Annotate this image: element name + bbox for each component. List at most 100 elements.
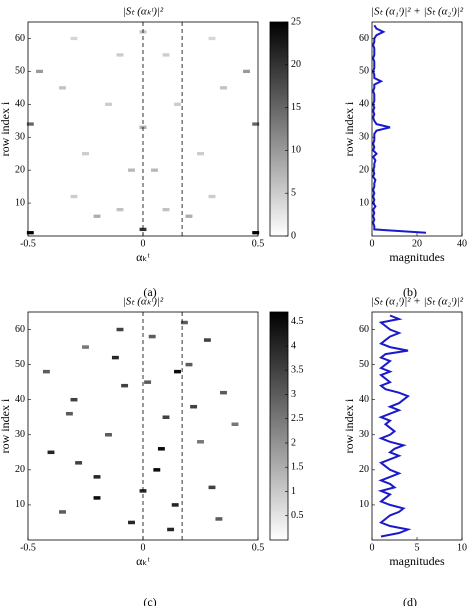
y-tick-label: 40 xyxy=(359,394,369,405)
y-tick-label: 20 xyxy=(359,464,369,475)
y-tick-label: 30 xyxy=(15,429,25,440)
y-tick-label: 30 xyxy=(359,132,369,143)
chart-title: |Sₜ (αₖᵗ)|² xyxy=(123,6,164,18)
y-axis-label: row index i xyxy=(0,398,12,453)
y-axis-label: row index i xyxy=(0,101,12,156)
colorbar-tick-label: 1 xyxy=(291,486,296,497)
y-tick-label: 30 xyxy=(15,132,25,143)
colorbar-tick-label: 2.5 xyxy=(291,413,304,424)
x-axis-label: αₖᵗ xyxy=(136,554,150,568)
heat-cell xyxy=(128,168,135,172)
heat-cell xyxy=(190,404,198,409)
heat-cell xyxy=(59,510,66,514)
heat-cell xyxy=(162,53,170,57)
x-axis-label: magnitudes xyxy=(389,554,445,568)
line xyxy=(377,314,412,538)
y-tick-label: 10 xyxy=(15,197,25,208)
y-tick-label: 20 xyxy=(359,164,369,175)
y-tick-label: 30 xyxy=(359,429,369,440)
heat-cell xyxy=(151,168,158,172)
caption: (b) xyxy=(403,285,417,299)
heat-cell xyxy=(93,214,101,218)
y-tick-label: 10 xyxy=(359,197,369,208)
heat-cell xyxy=(243,69,250,74)
y-tick-label: 40 xyxy=(359,99,369,110)
chart-title: |Sₜ (αₖᵗ)|² xyxy=(123,296,164,308)
heat-cell xyxy=(47,450,55,455)
y-tick-label: 60 xyxy=(15,324,25,335)
x-axis-label: magnitudes xyxy=(389,250,445,264)
colorbar xyxy=(269,21,289,237)
heat-cell xyxy=(59,86,66,90)
heat-cell xyxy=(174,369,181,374)
y-axis-label: row index i xyxy=(342,398,356,453)
heat-cell xyxy=(157,447,165,451)
heat-cell xyxy=(215,517,223,521)
heat-cell xyxy=(116,208,124,212)
heat-cell xyxy=(167,527,175,532)
heat-cell xyxy=(70,36,78,41)
heat-cell xyxy=(70,397,78,402)
x-tick-label: 0 xyxy=(370,542,375,553)
colorbar-tick-label: 5 xyxy=(291,187,296,198)
colorbar-tick-label: 15 xyxy=(291,102,301,113)
heat-cell xyxy=(116,327,124,332)
y-axis-label: row index i xyxy=(342,101,356,156)
heat-cell xyxy=(26,231,34,235)
heat-cell xyxy=(171,503,179,507)
heat-cell xyxy=(82,345,89,349)
panel: 0.5 1 1.5 2 2.5 3 3.5 4 4.5 -0.5 0 0.5 10 20 30 40 50 60 |… xyxy=(0,296,304,609)
caption: (d) xyxy=(403,595,417,606)
colorbar-tick-label: 10 xyxy=(291,145,301,156)
y-tick-label: 10 xyxy=(15,499,25,510)
x-tick-label: 0 xyxy=(141,238,146,249)
y-tick-label: 10 xyxy=(359,499,369,510)
panel: 0 5 10 15 20 25 -0.5 0 0.5 10 20 30 40 50 60 |Sₜ (αₖᵗ)|… xyxy=(0,6,301,299)
y-tick-label: 40 xyxy=(15,394,25,405)
heat-cell xyxy=(36,69,43,74)
y-tick-label: 50 xyxy=(359,66,369,77)
caption: (c) xyxy=(143,595,156,606)
x-tick-label: 5 xyxy=(415,542,420,553)
heat-cell xyxy=(105,433,112,437)
heat-cell xyxy=(105,102,112,106)
heat-cell xyxy=(208,485,216,490)
heat-cell xyxy=(162,208,170,212)
colorbar-tick-label: 0.5 xyxy=(291,510,304,521)
line xyxy=(371,24,427,234)
heat-cell xyxy=(252,231,260,235)
heat-cell xyxy=(203,338,211,342)
colorbar-tick-label: 3.5 xyxy=(291,365,304,376)
heat-cell xyxy=(153,468,161,472)
y-tick-label: 20 xyxy=(15,164,25,175)
heat-cell xyxy=(65,411,73,416)
heat-cell xyxy=(128,520,135,525)
chart-title: |Sₜ (α₁ᵗ)|² + |Sₜ (α₂ᵗ)|² xyxy=(371,296,464,308)
chart-title: |Sₜ (α₁ᵗ)|² + |Sₜ (α₂ᵗ)|² xyxy=(371,6,464,18)
x-tick-label: 0 xyxy=(141,542,146,553)
x-tick-label: 40 xyxy=(457,238,467,249)
x-tick-label: 20 xyxy=(412,238,422,249)
heat-cell xyxy=(93,496,101,500)
colorbar-tick-label: 25 xyxy=(291,16,301,27)
heat-cell xyxy=(252,122,260,126)
heat-cell xyxy=(70,194,78,199)
heat-cell xyxy=(197,152,204,156)
panel: 0 5 10 10 20 30 40 50 60 |Sₜ (α₁ᵗ)|² + |Sₜ (α₂ᵗ)|… xyxy=(342,296,467,609)
heat-cell xyxy=(185,362,193,367)
x-tick-label: 10 xyxy=(457,542,467,553)
x-axis-label: αₖᵗ xyxy=(136,250,150,264)
colorbar-tick-label: 3 xyxy=(291,389,296,400)
heat-cell xyxy=(82,152,89,156)
heat-cell xyxy=(231,422,239,426)
heat-cell xyxy=(208,36,216,41)
heat-cell xyxy=(139,227,147,232)
colorbar-tick-label: 4 xyxy=(291,340,296,351)
heat-cell xyxy=(148,334,156,339)
x-tick-label: -0.5 xyxy=(20,238,36,249)
y-tick-label: 50 xyxy=(359,359,369,370)
y-tick-label: 50 xyxy=(15,66,25,77)
x-tick-label: -0.5 xyxy=(20,542,36,553)
x-tick-label: 0.5 xyxy=(252,542,265,553)
colorbar xyxy=(269,311,289,541)
